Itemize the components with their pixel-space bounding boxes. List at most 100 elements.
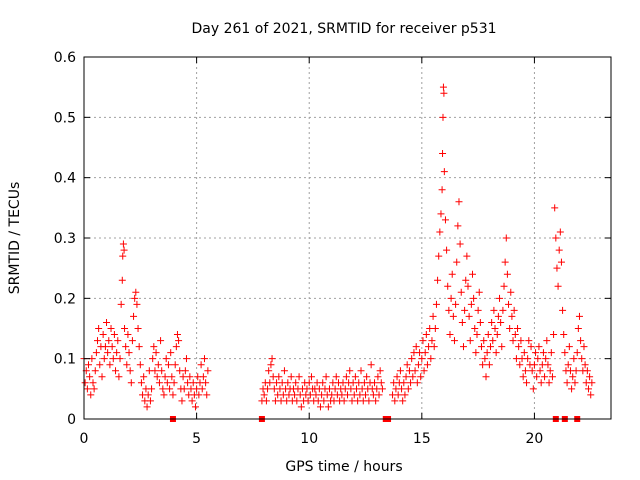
data-point [578,355,586,363]
data-point [466,337,474,345]
data-point [171,361,179,369]
y-tick-label: 0.3 [54,231,76,247]
data-point [340,397,348,405]
data-point [175,337,183,345]
data-point [92,349,100,357]
data-point [398,385,406,393]
data-point [105,337,113,345]
data-point [535,343,543,351]
data-point [484,331,492,339]
data-point [154,361,162,369]
data-point [365,397,373,405]
data-point [428,337,436,345]
data-point [560,331,568,339]
data-point [394,391,402,399]
data-point [133,300,141,308]
data-point [297,403,305,411]
data-point [159,385,167,393]
data-point [393,373,401,381]
data-point [99,331,107,339]
data-points [80,83,596,411]
data-point [455,198,463,206]
data-point [117,300,125,308]
data-point [581,361,589,369]
data-point [316,403,324,411]
data-point [155,379,163,387]
data-point [436,228,444,236]
y-tick-label: 0.4 [54,171,76,187]
data-point [158,367,166,375]
data-point [195,391,203,399]
data-point [458,318,466,326]
data-point [202,379,210,387]
data-point [108,343,116,351]
data-point [101,343,109,351]
x-tick-label: 15 [413,431,431,447]
data-point [551,204,559,212]
data-point [114,337,122,345]
data-point [121,325,129,332]
data-point [295,373,303,381]
data-point [471,325,479,332]
data-point [418,355,426,363]
data-point [532,349,540,357]
data-point [534,355,542,363]
data-point [172,343,180,351]
data-point [584,385,592,393]
data-point [163,379,171,387]
data-point [447,294,455,302]
data-point [332,373,340,381]
data-point [408,355,416,363]
data-point [127,379,135,387]
data-point [496,294,504,302]
data-point [556,228,564,236]
data-point [422,331,430,339]
data-point [529,385,537,393]
data-point [488,318,496,326]
data-point [448,270,456,278]
data-point [572,367,580,375]
data-point [487,343,495,351]
data-point [514,325,522,332]
data-point [588,379,596,387]
data-point [575,312,583,320]
data-point [457,288,465,296]
data-point [494,312,502,320]
data-point [550,331,558,339]
data-point [357,367,365,375]
data-point [265,367,273,375]
data-point [89,379,97,387]
data-point [479,361,487,369]
data-point [367,361,375,369]
data-point [90,385,98,393]
data-point [292,379,300,387]
data-point [128,337,136,345]
data-point [124,331,132,339]
y-axis-label: SRMTID / TECUs [7,182,23,295]
data-point [468,270,476,278]
data-point [430,343,438,351]
data-point [483,349,491,357]
data-point [412,343,420,351]
data-point [407,379,415,387]
data-point [199,373,207,381]
data-point [168,373,176,381]
data-point [511,331,519,339]
data-point [452,300,460,308]
data-point [482,373,490,381]
data-point [200,355,208,363]
data-point [179,373,187,381]
data-point [162,355,170,363]
data-point [474,306,482,314]
data-point [462,276,470,284]
data-point [148,385,156,393]
data-point [160,391,168,399]
data-point [98,373,106,381]
data-point [186,373,194,381]
data-point [530,361,538,369]
data-point [429,312,437,320]
x-axis: 0 5 10 15 20 [80,57,543,447]
data-point [509,337,517,345]
data-point [498,343,506,351]
data-point [439,83,447,91]
